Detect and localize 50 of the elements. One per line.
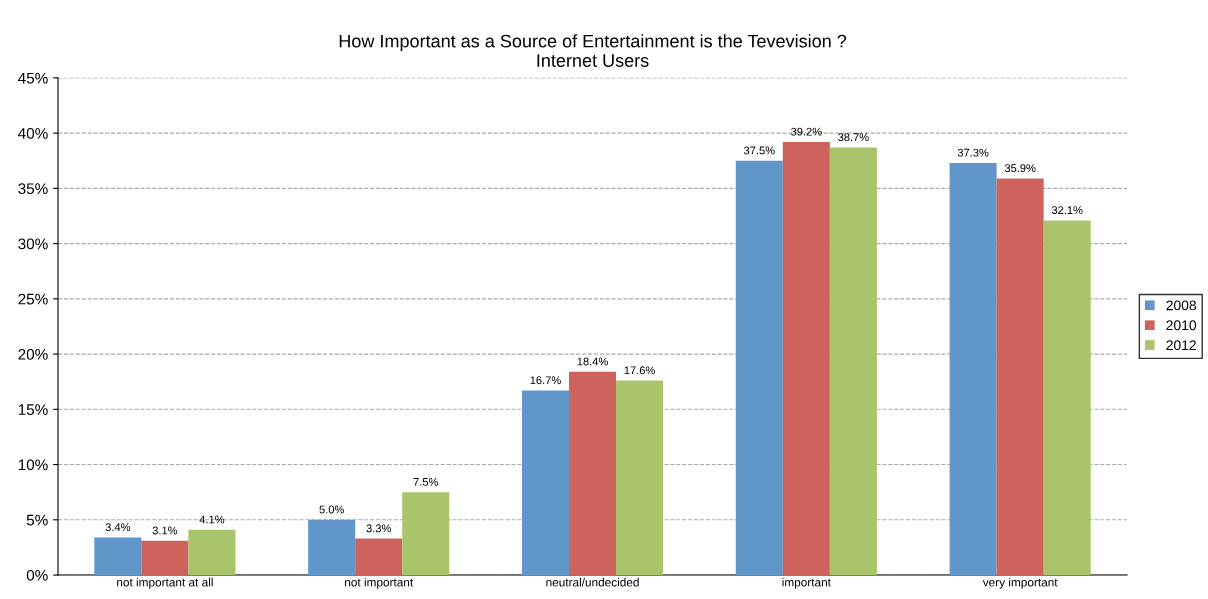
bar [94, 537, 142, 576]
data-label: 5.0% [319, 505, 344, 514]
data-label: 3.1% [152, 526, 178, 535]
y-tick-label: 0% [26, 569, 48, 581]
chart-subtitle: Internet Users [537, 54, 649, 67]
bar [996, 178, 1044, 576]
bar [1043, 220, 1091, 576]
data-label: 37.3% [957, 148, 989, 157]
y-tick-label: 15% [18, 404, 48, 415]
x-tick-label: neutral/undecided [546, 577, 639, 587]
bar [521, 390, 569, 576]
bar [355, 538, 403, 576]
y-tick-label: 30% [18, 238, 48, 250]
data-label: 4.1% [199, 515, 225, 524]
x-tick-label: important [782, 577, 831, 589]
legend-label: 2010 [1166, 320, 1197, 331]
data-label: 38.7% [838, 133, 869, 142]
x-tick-label: very important [982, 577, 1058, 589]
data-label: 17.6% [624, 366, 655, 375]
chart-title: How Important as a Source of Entertainment is the Tevevision ? [339, 34, 847, 52]
data-label: 18.4% [577, 357, 608, 366]
y-tick-label: 35% [18, 183, 48, 195]
y-tick-label: 45% [18, 72, 48, 84]
legend-label: 2008 [1166, 300, 1197, 311]
bar [949, 162, 997, 576]
bar [308, 519, 356, 576]
y-tick-label: 25% [18, 293, 48, 305]
bar [616, 380, 664, 576]
y-tick-label: 5% [26, 514, 48, 526]
bar [188, 529, 236, 576]
data-label: 16.7% [530, 376, 561, 385]
bar [141, 540, 189, 576]
bar [735, 160, 783, 576]
bar [569, 371, 617, 576]
bar [829, 147, 877, 576]
data-label: 7.5% [413, 478, 439, 486]
data-label: 3.4% [105, 523, 131, 532]
x-tick-label: not important [345, 577, 414, 589]
data-label: 37.5% [743, 146, 775, 155]
data-label: 35.9% [1004, 164, 1036, 173]
bar [402, 492, 450, 576]
bar [782, 141, 830, 576]
data-label: 3.3% [366, 524, 391, 533]
x-tick-label: not important at all [117, 577, 213, 589]
y-tick-label: 40% [18, 127, 48, 139]
data-label: 39.2% [791, 127, 822, 136]
y-tick-label: 20% [18, 348, 48, 360]
y-tick-label: 10% [18, 459, 48, 471]
legend-label: 2012 [1166, 340, 1196, 351]
data-label: 32.1% [1051, 206, 1083, 215]
